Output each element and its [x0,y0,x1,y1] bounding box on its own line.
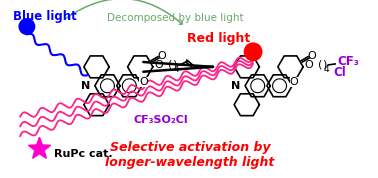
Text: N: N [231,81,241,91]
Text: Cl: Cl [333,66,346,79]
Text: RuPc cat.: RuPc cat. [54,149,113,159]
Text: O: O [305,60,313,70]
Text: Blue light: Blue light [13,10,77,23]
Text: ): ) [172,60,177,70]
Text: 4: 4 [324,65,329,74]
Text: longer-wavelength light: longer-wavelength light [105,156,275,169]
Polygon shape [28,137,51,158]
Text: Red light: Red light [187,32,251,45]
Text: CF₃SO₂Cl: CF₃SO₂Cl [133,115,188,125]
Text: (: ( [318,60,323,70]
Text: (: ( [168,60,172,70]
Circle shape [244,43,262,61]
Text: CF₃: CF₃ [337,54,359,67]
Text: 4: 4 [174,65,179,74]
Text: O: O [154,60,163,70]
Text: Selective activation by: Selective activation by [110,141,270,154]
Text: Decomposed by blue light: Decomposed by blue light [107,13,244,23]
Text: O: O [308,51,316,61]
Text: O: O [290,77,299,87]
Circle shape [19,19,35,34]
Text: O: O [157,51,166,61]
Text: N: N [81,81,90,91]
Text: ): ) [322,60,327,70]
Text: O: O [139,77,148,87]
